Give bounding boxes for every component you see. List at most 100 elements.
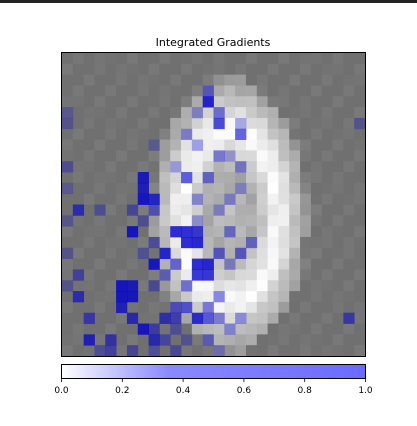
heatmap-base-cell bbox=[300, 269, 311, 280]
heatmap-base-cell bbox=[94, 237, 105, 248]
heatmap-base-cell bbox=[322, 140, 333, 151]
attribution-cell bbox=[170, 161, 181, 172]
heatmap-base-cell bbox=[94, 259, 105, 270]
heatmap-base-cell bbox=[192, 150, 203, 161]
attribution-cell bbox=[73, 205, 84, 216]
attribution-cell bbox=[235, 118, 246, 129]
heatmap-base-cell bbox=[278, 345, 289, 356]
heatmap-base-cell bbox=[159, 53, 170, 64]
heatmap-base-cell bbox=[105, 313, 116, 324]
heatmap-base-cell bbox=[203, 107, 214, 118]
heatmap-base-cell bbox=[214, 64, 225, 75]
heatmap-base-cell bbox=[333, 259, 344, 270]
heatmap-base-cell bbox=[159, 205, 170, 216]
heatmap-base-cell bbox=[354, 140, 365, 151]
heatmap-base-cell bbox=[268, 205, 279, 216]
heatmap-base-cell bbox=[105, 248, 116, 259]
heatmap-base-cell bbox=[300, 150, 311, 161]
heatmap-base-cell bbox=[300, 205, 311, 216]
heatmap-base-cell bbox=[149, 183, 160, 194]
heatmap-base-cell bbox=[214, 140, 225, 151]
heatmap-base-cell bbox=[84, 215, 95, 226]
heatmap-base-cell bbox=[235, 302, 246, 313]
heatmap-base-cell bbox=[138, 269, 149, 280]
heatmap-base-cell bbox=[268, 237, 279, 248]
heatmap-base-cell bbox=[300, 215, 311, 226]
heatmap-base-cell bbox=[224, 205, 235, 216]
heatmap-base-cell bbox=[127, 334, 138, 345]
heatmap-base-cell bbox=[311, 313, 322, 324]
heatmap-base-cell bbox=[235, 107, 246, 118]
heatmap-base-cell bbox=[84, 172, 95, 183]
heatmap-base-cell bbox=[311, 194, 322, 205]
heatmap-base-cell bbox=[192, 75, 203, 86]
attribution-cell bbox=[159, 334, 170, 345]
heatmap-base-cell bbox=[138, 259, 149, 270]
attribution-cell bbox=[235, 129, 246, 140]
heatmap-base-cell bbox=[192, 64, 203, 75]
heatmap-base-cell bbox=[246, 129, 257, 140]
attribution-cell bbox=[116, 280, 127, 291]
heatmap-base-cell bbox=[94, 64, 105, 75]
heatmap-base-cell bbox=[214, 172, 225, 183]
heatmap-base-cell bbox=[149, 53, 160, 64]
heatmap-base-cell bbox=[105, 107, 116, 118]
heatmap-base-cell bbox=[159, 161, 170, 172]
attribution-cell bbox=[192, 313, 203, 324]
heatmap-base-cell bbox=[333, 226, 344, 237]
heatmap-base-cell bbox=[84, 107, 95, 118]
heatmap-base-cell bbox=[62, 75, 73, 86]
heatmap-base-cell bbox=[235, 150, 246, 161]
heatmap-base-cell bbox=[159, 118, 170, 129]
heatmap-base-cell bbox=[268, 259, 279, 270]
heatmap-base-cell bbox=[105, 291, 116, 302]
attribution-cell bbox=[149, 140, 160, 151]
heatmap-base-cell bbox=[354, 96, 365, 107]
heatmap-base-cell bbox=[224, 75, 235, 86]
heatmap-base-cell bbox=[159, 194, 170, 205]
heatmap-base-cell bbox=[116, 85, 127, 96]
heatmap-base-cell bbox=[138, 334, 149, 345]
heatmap-base-cell bbox=[333, 345, 344, 356]
heatmap-base-cell bbox=[138, 53, 149, 64]
heatmap-base-cell bbox=[246, 334, 257, 345]
heatmap-base-cell bbox=[246, 345, 257, 356]
heatmap-base-cell bbox=[94, 53, 105, 64]
heatmap-base-cell bbox=[224, 64, 235, 75]
heatmap-base-cell bbox=[105, 64, 116, 75]
heatmap-base-cell bbox=[278, 302, 289, 313]
heatmap-base-cell bbox=[354, 161, 365, 172]
heatmap-base-cell bbox=[322, 226, 333, 237]
heatmap-base-cell bbox=[214, 226, 225, 237]
colorbar-tick-label: 1.0 bbox=[358, 386, 373, 396]
heatmap-base-cell bbox=[343, 64, 354, 75]
heatmap-base-cell bbox=[278, 118, 289, 129]
heatmap-base-cell bbox=[73, 226, 84, 237]
heatmap-base-cell bbox=[322, 205, 333, 216]
heatmap-base-cell bbox=[333, 313, 344, 324]
heatmap-base-cell bbox=[354, 302, 365, 313]
heatmap-base-cell bbox=[170, 107, 181, 118]
heatmap-base-cell bbox=[311, 334, 322, 345]
heatmap-base-cell bbox=[214, 324, 225, 335]
heatmap-base-cell bbox=[62, 291, 73, 302]
attribution-cell bbox=[138, 172, 149, 183]
heatmap-base-cell bbox=[268, 75, 279, 86]
attribution-cell bbox=[203, 96, 214, 107]
heatmap-base-cell bbox=[224, 161, 235, 172]
heatmap-base-cell bbox=[300, 313, 311, 324]
heatmap-base-cell bbox=[84, 345, 95, 356]
heatmap-base-cell bbox=[105, 237, 116, 248]
heatmap-base-cell bbox=[343, 172, 354, 183]
attribution-cell bbox=[192, 226, 203, 237]
heatmap-base-cell bbox=[214, 237, 225, 248]
heatmap-base-cell bbox=[84, 129, 95, 140]
heatmap-base-cell bbox=[289, 107, 300, 118]
heatmap-base-cell bbox=[311, 205, 322, 216]
heatmap-base-cell bbox=[94, 96, 105, 107]
heatmap-base-cell bbox=[73, 334, 84, 345]
heatmap-base-cell bbox=[149, 313, 160, 324]
heatmap-base-cell bbox=[235, 269, 246, 280]
heatmap-base-cell bbox=[149, 75, 160, 86]
heatmap-base-cell bbox=[300, 129, 311, 140]
